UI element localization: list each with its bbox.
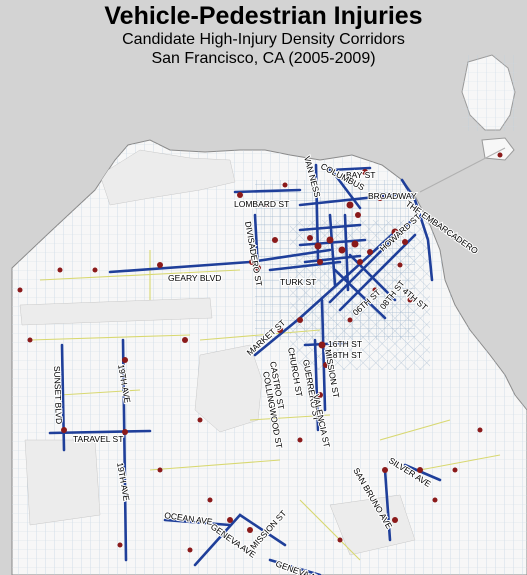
presidio-area (99, 149, 236, 206)
label-lombard-st: LOMBARD ST (234, 199, 289, 209)
corridor-columbus (328, 166, 362, 210)
corridor-embarcadero (400, 178, 434, 282)
corridor-howard (338, 233, 417, 312)
corridor-market (253, 230, 397, 357)
corridor-8th (333, 268, 387, 320)
label-16th-st: 16TH ST (328, 339, 362, 349)
golden-gate-park (19, 297, 213, 326)
corridor-geneva-east (268, 558, 322, 575)
label-turk-st: TURK ST (280, 277, 316, 287)
corridor-bay-st (328, 166, 372, 172)
title-block: Vehicle-Pedestrian Injuries Candidate Hi… (0, 0, 527, 68)
corridor-silver (403, 463, 442, 482)
lake-merced-area (24, 439, 101, 526)
label-sunset-blvd: SUNSET BLVD (52, 366, 64, 425)
corridor-19th-ave (121, 338, 128, 562)
label-bay-st: BAY ST (346, 170, 375, 180)
corridor-geneva-mission (193, 513, 287, 567)
corridor-ocean (163, 518, 232, 527)
map-location-dates: San Francisco, CA (2005-2009) (151, 50, 376, 67)
label-18th-st: 18TH ST (328, 350, 362, 360)
mclaren-park (329, 494, 416, 556)
injury-points (17, 152, 503, 553)
corridor-lombard (233, 188, 302, 194)
corridor-mission-st (320, 298, 327, 412)
corridor-mission-diag (328, 220, 412, 304)
corridor-san-bruno (383, 468, 392, 542)
label-broadway: BROADWAY (368, 191, 417, 201)
label-taravel-st: TARAVEL ST (73, 434, 123, 444)
corridor-taravel (48, 429, 152, 435)
map-subtitle: Candidate High-Injury Density Corridors (122, 31, 405, 48)
high-injury-corridors (48, 163, 442, 575)
label-geary-blvd: GEARY BLVD (168, 273, 221, 283)
bay-bridge-line (419, 147, 506, 193)
treasure-island (419, 54, 517, 193)
corridor-tenderloin (298, 213, 367, 292)
map-title: Vehicle-Pedestrian Injuries (104, 2, 423, 30)
corridor-valencia (313, 338, 320, 432)
twin-peaks-area (194, 344, 263, 433)
corridor-turk (268, 260, 342, 272)
